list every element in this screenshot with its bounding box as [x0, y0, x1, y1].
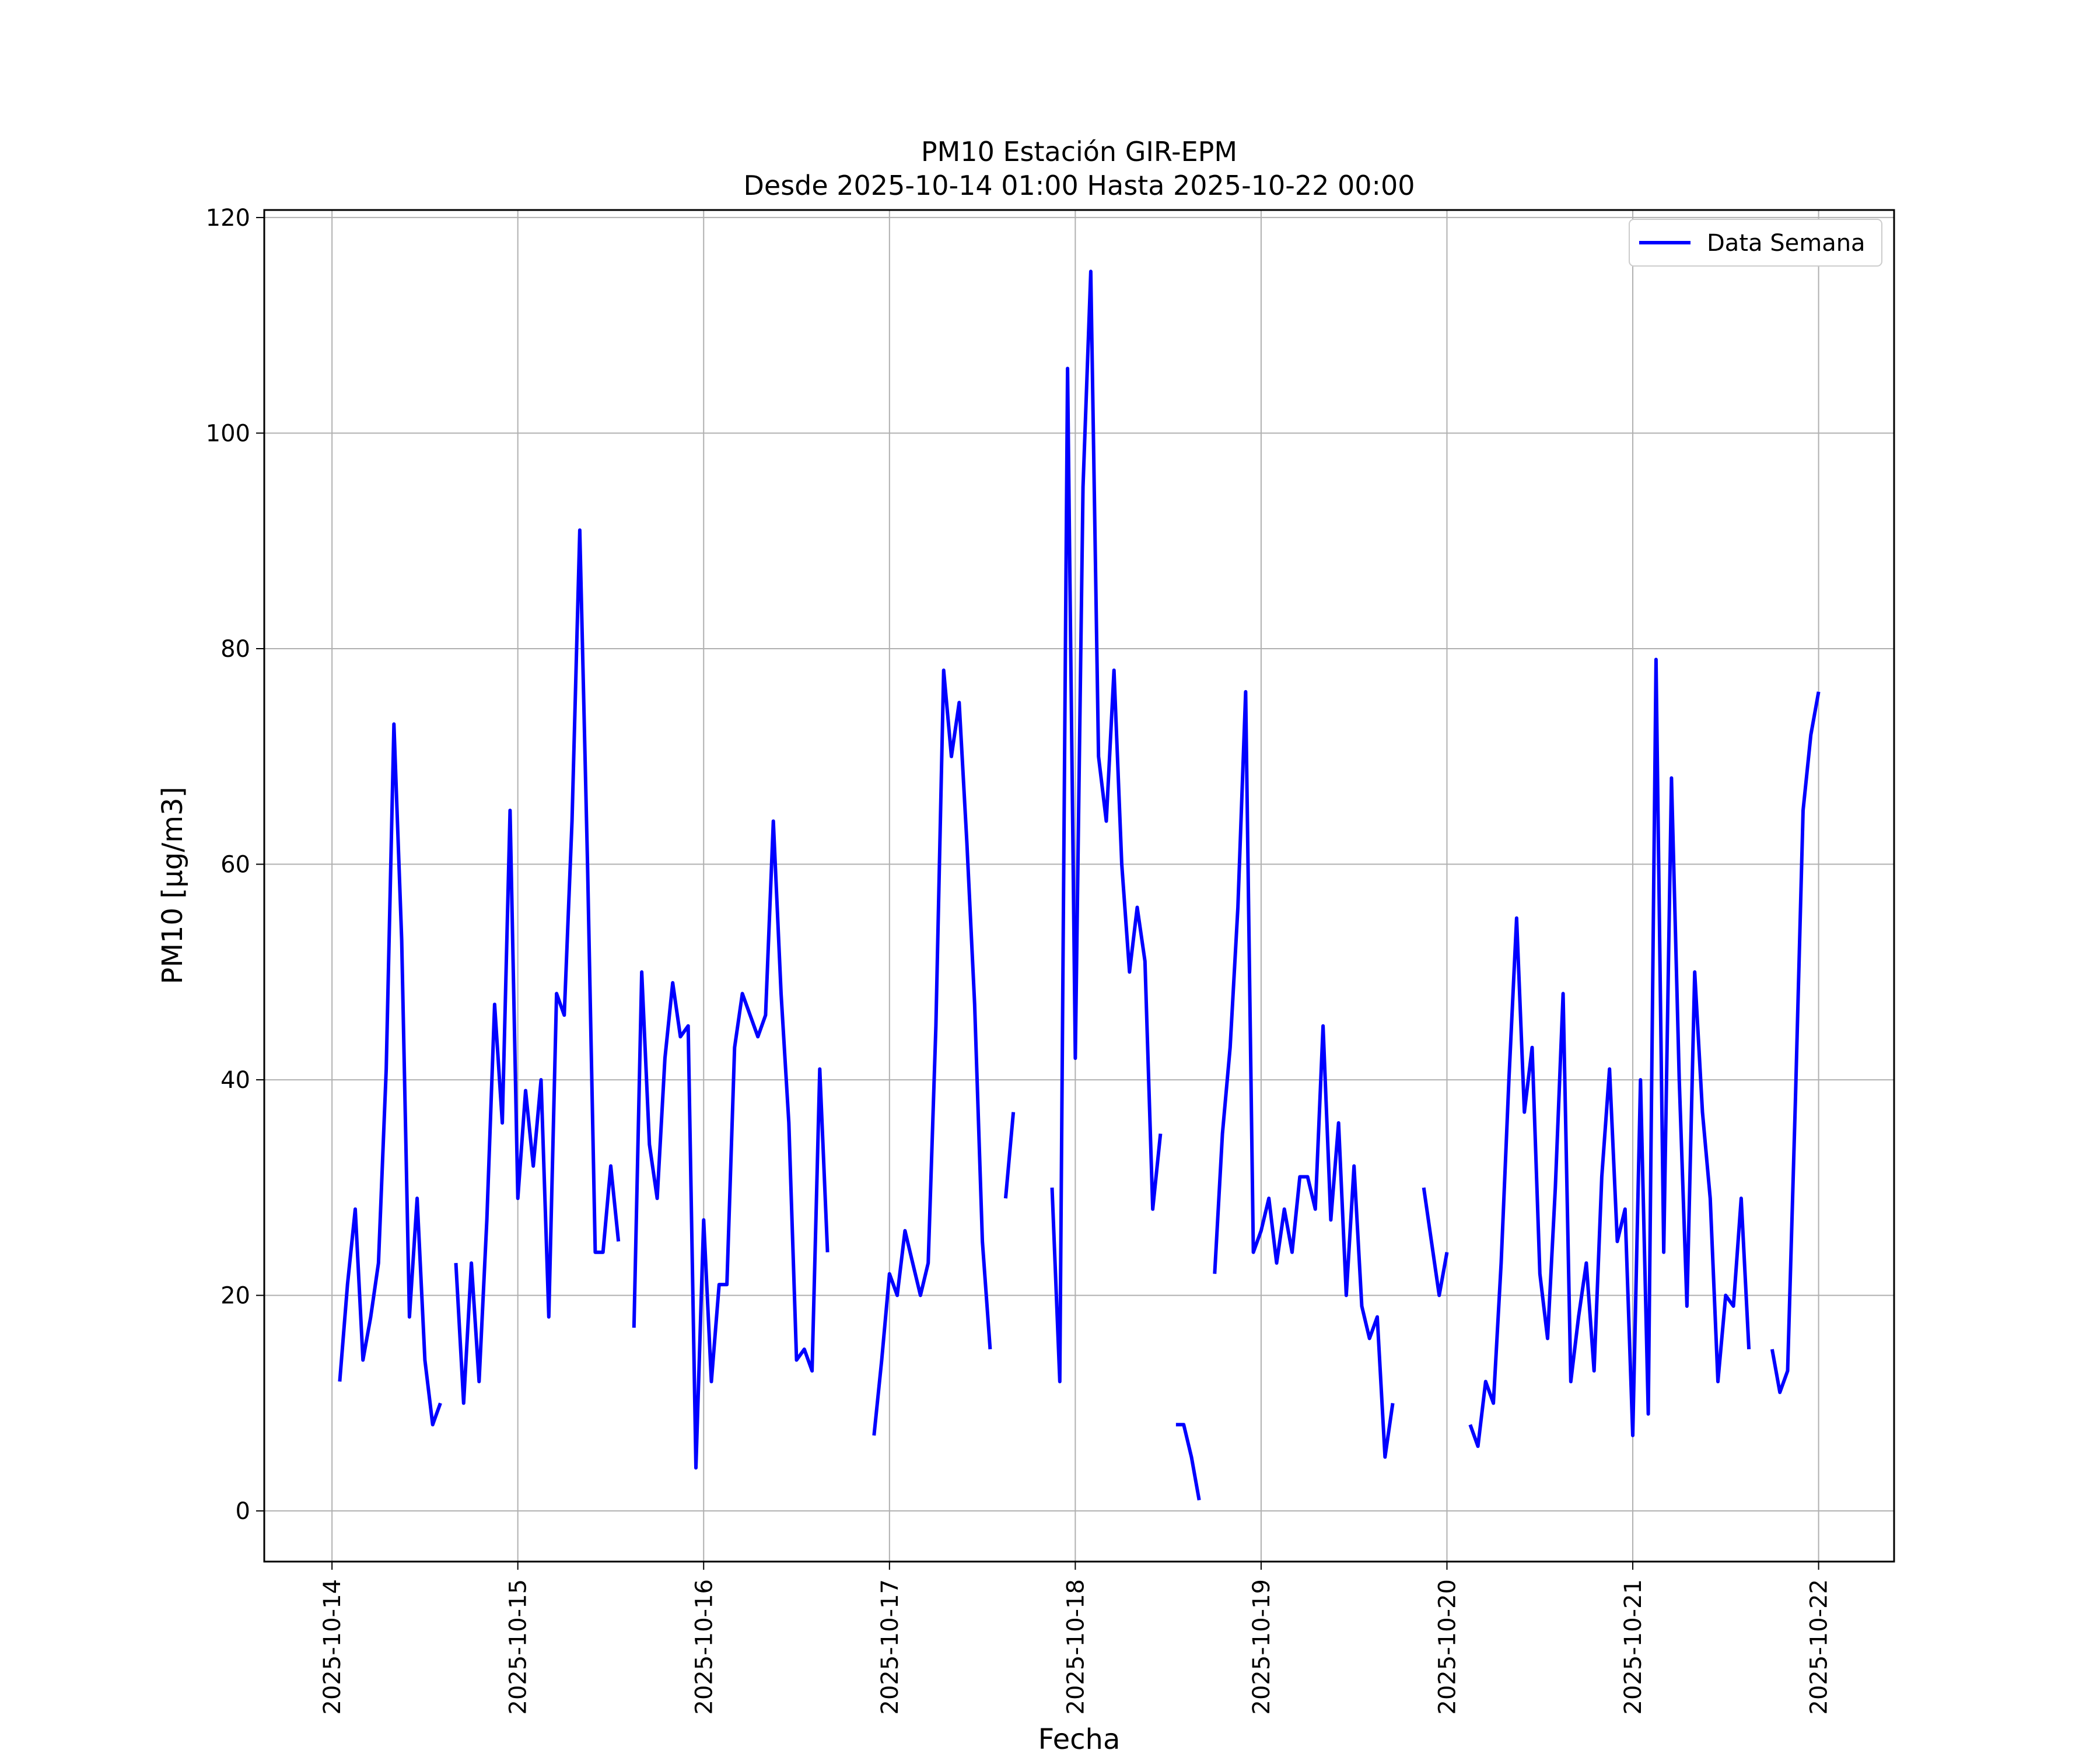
- series-line-segment: [1468, 657, 1751, 1448]
- x-tick-label: 2025-10-15: [505, 1579, 532, 1714]
- series-line-segment: [1050, 270, 1163, 1384]
- series-line-segment: [1003, 1112, 1016, 1199]
- legend: Data Semana: [1629, 219, 1882, 267]
- chart-subtitle: Desde 2025-10-14 01:00 Hasta 2025-10-22 …: [743, 170, 1415, 201]
- x-tick-label: 2025-10-14: [319, 1579, 346, 1714]
- y-tick-label: 120: [206, 205, 250, 232]
- series-line-segment: [1175, 1423, 1201, 1501]
- y-axis-label: PM10 [μg/m3]: [156, 787, 189, 985]
- y-tick-label: 20: [220, 1283, 250, 1310]
- series-lines: [338, 270, 1821, 1501]
- x-tick-label: 2025-10-21: [1620, 1579, 1647, 1714]
- series-line-segment: [1422, 1187, 1449, 1297]
- series-line-segment: [1770, 691, 1821, 1394]
- x-tick-label: 2025-10-18: [1062, 1579, 1089, 1714]
- x-tick-label: 2025-10-17: [877, 1579, 904, 1714]
- series-line-segment: [632, 819, 830, 1470]
- plot-area-frame: [263, 209, 1895, 1563]
- x-tick-label: 2025-10-20: [1434, 1579, 1461, 1714]
- y-axis-ticks: 0 20 40 60 80 100 120: [206, 205, 264, 1525]
- chart-title: PM10 Estación GIR-EPM: [921, 136, 1237, 167]
- legend-box: [1629, 219, 1882, 267]
- y-tick-label: 100: [206, 420, 250, 447]
- series-line-segment: [454, 528, 621, 1405]
- series-line-segment: [338, 722, 442, 1427]
- y-tick-label: 40: [220, 1067, 250, 1094]
- grid-lines: [264, 210, 1894, 1562]
- x-axis-ticks: 2025-10-14 2025-10-15 2025-10-16 2025-10-17…: [319, 1562, 1833, 1714]
- y-tick-label: 0: [236, 1498, 250, 1525]
- series-line-segment: [1213, 690, 1395, 1459]
- x-tick-label: 2025-10-22: [1806, 1579, 1833, 1714]
- x-tick-label: 2025-10-19: [1248, 1579, 1275, 1714]
- legend-label: Data Semana: [1707, 230, 1866, 257]
- y-tick-label: 60: [220, 852, 250, 878]
- x-axis-label: Fecha: [1038, 1723, 1121, 1750]
- series-line-segment: [872, 668, 992, 1436]
- y-tick-label: 80: [220, 636, 250, 663]
- x-tick-label: 2025-10-16: [691, 1579, 718, 1714]
